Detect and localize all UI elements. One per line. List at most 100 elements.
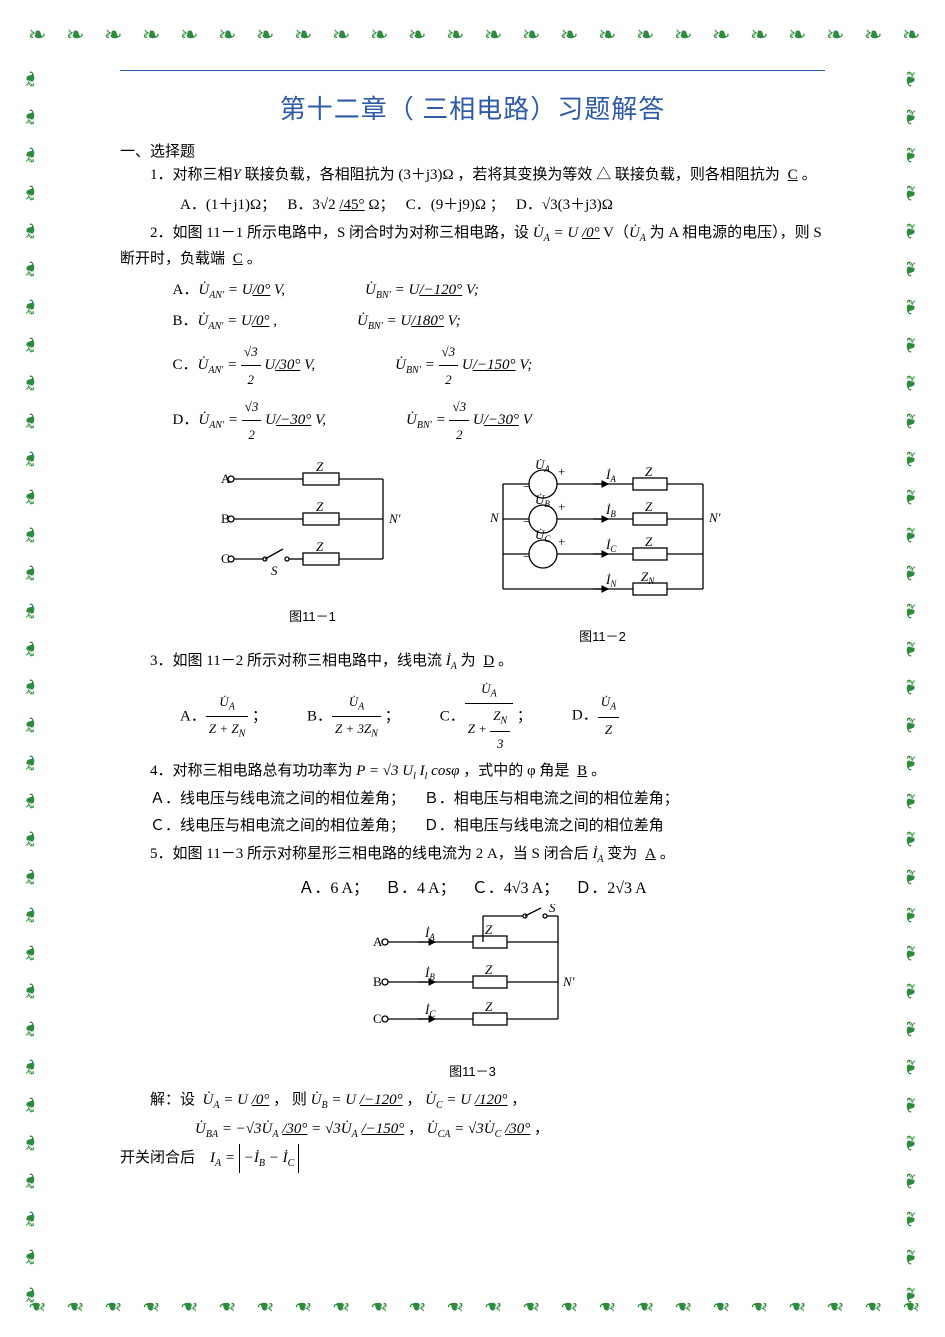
svg-text:U̇B: U̇B xyxy=(535,492,550,509)
svg-text:Z: Z xyxy=(316,499,324,514)
svg-text:U̇A: U̇A xyxy=(535,459,550,474)
q1-optD-pre: D． xyxy=(516,197,542,213)
q2-optD: D．U̇AN′ = √32 U/−30° V, U̇BN′ = √32 U/−3… xyxy=(173,393,826,449)
svg-text:U̇C: U̇C xyxy=(535,527,551,544)
svg-text:Z: Z xyxy=(485,962,493,977)
q4-text1: 4．对称三相电路总有功功率为 xyxy=(150,763,356,779)
q4-answer: B xyxy=(573,763,591,779)
q5-optD: Ｄ．2√3 A xyxy=(575,880,646,897)
svg-text:B: B xyxy=(221,511,230,526)
page-content: 第十二章（ 三相电路）习题解答 一、选择题 1．对称三相Y 联接负载，各相阻抗为… xyxy=(120,70,825,1267)
svg-text:Z: Z xyxy=(485,999,493,1014)
q2-optA: A．U̇AN′ = U/0° V, U̇BN′ = U/−120° V; xyxy=(173,275,826,307)
q4-optionsCD: Ｃ．线电压与相电流之间的相位差角； Ｄ．相电压与线电流之间的相位差角 xyxy=(150,814,825,840)
chapter-title: 第十二章（ 三相电路）习题解答 xyxy=(120,89,825,126)
q2-optB: B．U̇AN′ = U/0° , U̇BN′ = U/180° V; xyxy=(173,306,826,338)
q1-angle45: /45° xyxy=(339,197,364,213)
solution-line-1: 解：设 U̇A = U /0° ， 则 U̇B = U /−120° ， U̇C… xyxy=(150,1086,825,1115)
svg-text:S: S xyxy=(549,904,556,915)
q4-optA: Ａ．线电压与线电流之间的相位差角； xyxy=(150,791,405,807)
q5-answer: A xyxy=(641,846,660,862)
q5-optB: Ｂ．4 A； xyxy=(385,880,456,897)
q5-text2: 变为 xyxy=(607,846,637,862)
q2-optC: C．U̇AN′ = √32 U/30° V, U̇BN′ = √32 U/−15… xyxy=(173,338,826,394)
q3-answer: D xyxy=(479,653,498,669)
ua-phasor2: U̇A xyxy=(629,225,646,241)
sqrt2-icon: √2 xyxy=(320,197,336,213)
svg-text:+: + xyxy=(558,499,565,514)
svg-text:İB: İB xyxy=(424,965,435,982)
figure-11-3: A B C İA İB İC Z Z Z N′ S 图11－3 xyxy=(120,904,825,1080)
svg-text:−: − xyxy=(523,549,530,564)
q1-suffix: 。 xyxy=(802,167,817,183)
svg-text:B: B xyxy=(373,974,382,989)
svg-text:İA: İA xyxy=(424,925,435,942)
q2-unitV: V（ xyxy=(600,225,629,241)
q4-optionsAB: Ａ．线电压与线电流之间的相位差角； Ｂ．相电压与相电流之间的相位差角； xyxy=(150,787,825,813)
svg-text:Z: Z xyxy=(485,922,493,937)
svg-text:İA: İA xyxy=(605,467,616,484)
solution-line-3: 开关闭合后 IA = −İB − İC xyxy=(120,1144,825,1173)
circuit-11-1-svg: A B C Z Z Z S N′ xyxy=(213,459,413,599)
problem-3: 3．如图 11－2 所示对称三相电路中，线电流 İA 为 D。 xyxy=(120,649,825,675)
svg-text:A: A xyxy=(373,934,383,949)
q1-prefix: 1．对称三相 xyxy=(150,167,233,183)
q5-optC: Ｃ．4√3 A； xyxy=(472,880,559,897)
svg-text:Z: Z xyxy=(645,534,653,549)
svg-text:A: A xyxy=(221,471,231,486)
q1-mid: 联接负载，各相阻抗为 (3＋j3)Ω ，若将其变换为等效 △ 联接负载，则各相阻… xyxy=(241,167,780,183)
svg-text:N′: N′ xyxy=(708,510,721,525)
q3-options: A．U̇AZ + ZN ； B．U̇AZ + 3ZN ； C．U̇AZ + ZN… xyxy=(180,677,825,757)
problem-2: 2．如图 11－1 所示电路中，S 闭合时为对称三相电路，设 U̇A = U /… xyxy=(120,221,825,273)
q1-optA: A．(1＋j1)Ω； xyxy=(180,197,276,213)
svg-text:ZN: ZN xyxy=(641,569,655,586)
fig11-2-caption: 图11－2 xyxy=(473,626,733,645)
svg-text:+: + xyxy=(558,534,565,549)
q1-optB-post: Ω； xyxy=(365,197,395,213)
section-heading: 一、选择题 xyxy=(120,140,825,161)
q2-eq1rhs: = U xyxy=(554,225,582,241)
gamma-symbol: Y xyxy=(233,167,241,183)
svg-text:C: C xyxy=(373,1011,382,1026)
svg-text:İC: İC xyxy=(605,537,617,554)
svg-text:N′: N′ xyxy=(562,974,575,989)
svg-text:Z: Z xyxy=(316,539,324,554)
q1-answer: C xyxy=(784,167,802,183)
q5-optA: Ａ．6 A； xyxy=(298,880,369,897)
fig11-3-caption: 图11－3 xyxy=(120,1061,825,1080)
svg-text:Z: Z xyxy=(645,499,653,514)
q3-text2: 为 xyxy=(461,653,476,669)
svg-text:Z: Z xyxy=(645,464,653,479)
q2-angle0: /0° xyxy=(582,225,600,241)
q3-text: 3．如图 11－2 所示对称三相电路中，线电流 xyxy=(150,653,442,669)
problem-1: 1．对称三相Y 联接负载，各相阻抗为 (3＋j3)Ω ，若将其变换为等效 △ 联… xyxy=(120,163,825,189)
q1-options: A．(1＋j1)Ω； B．3√2 /45° Ω； C．(9＋j9)Ω ； D．√… xyxy=(180,191,825,220)
svg-text:N: N xyxy=(489,510,500,525)
circuit-11-3-svg: A B C İA İB İC Z Z Z N′ S xyxy=(363,904,583,1054)
problem-4: 4．对称三相电路总有功功率为 P = √3 Ul Il cosφ ，式中的 φ … xyxy=(120,759,825,785)
svg-text:İC: İC xyxy=(424,1002,436,1019)
q4-optB: Ｂ．相电压与相电流之间的相位差角； xyxy=(424,791,679,807)
q4-eqP: P = √3 Ul Il cosφ xyxy=(356,763,459,779)
q2-texta: 2．如图 11－1 所示电路中，S 闭合时为对称三相电路，设 xyxy=(150,225,529,241)
problem-5: 5．如图 11－3 所示对称星形三相电路的线电流为 2 A，当 S 闭合后 İA… xyxy=(120,842,825,868)
svg-text:−: − xyxy=(523,514,530,529)
q1-optB-pre: B．3 xyxy=(287,197,320,213)
svg-text:N′: N′ xyxy=(388,511,401,526)
sqrt3-icon: √3 xyxy=(542,197,558,213)
figures-row-1: A B C Z Z Z S N′ 图11－1 xyxy=(120,459,825,645)
q2-answer: C xyxy=(229,251,247,267)
q1-optD-mid: (3＋j3)Ω xyxy=(558,197,613,213)
figure-11-1: A B C Z Z Z S N′ 图11－1 xyxy=(213,459,413,645)
ua-phasor: U̇A xyxy=(533,225,550,241)
figure-11-2: U̇A+− U̇B+− U̇C+− N N′ İA İB İC İN Z Z Z… xyxy=(473,459,733,645)
svg-text:Z: Z xyxy=(316,459,324,474)
svg-text:C: C xyxy=(221,551,230,566)
svg-text:İN: İN xyxy=(605,572,617,589)
top-rule xyxy=(120,70,825,71)
svg-text:S: S xyxy=(271,563,278,578)
q5-options: Ａ．6 A； Ｂ．4 A； Ｃ．4√3 A； Ｄ．2√3 A xyxy=(120,874,825,898)
q4-text2: ，式中的 φ 角是 xyxy=(463,763,569,779)
svg-text:İB: İB xyxy=(605,502,616,519)
circuit-11-2-svg: U̇A+− U̇B+− U̇C+− N N′ İA İB İC İN Z Z Z… xyxy=(473,459,733,619)
